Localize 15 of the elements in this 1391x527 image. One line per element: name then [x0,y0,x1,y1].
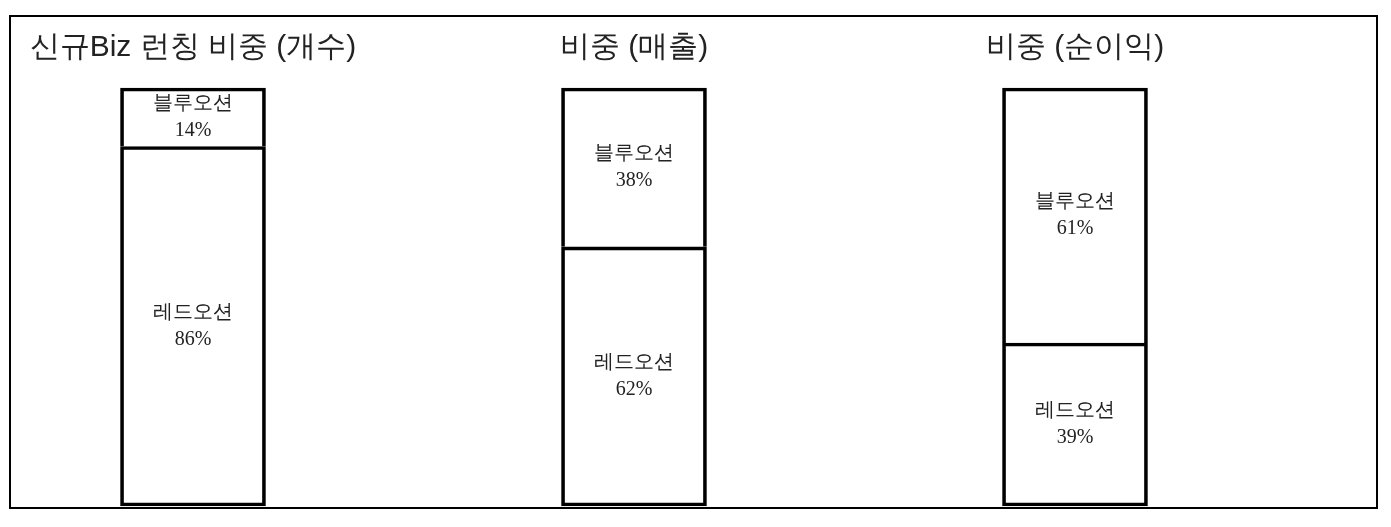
data-label: 62% [615,377,653,400]
text: 레드오션 [594,350,674,373]
data-label: 14% [174,118,212,141]
data-label: 86% [174,327,212,350]
data-label: 39% [1056,425,1094,448]
data-label: 61% [1056,216,1094,239]
x-tick-label: 비중 (매출) [559,29,709,63]
x-tick-label: 비중 (순이익) [985,29,1165,63]
series-label: 레드오션 [1035,398,1115,421]
text: 블루오션 [594,141,674,164]
data-label: 38% [615,168,653,191]
x-tick-label: 신규Biz 런칭 비중 (개수) [29,29,357,63]
series-label: 블루오션 [153,91,233,114]
text: 레드오션 [153,300,233,323]
text: 블루오션 [1035,189,1115,212]
